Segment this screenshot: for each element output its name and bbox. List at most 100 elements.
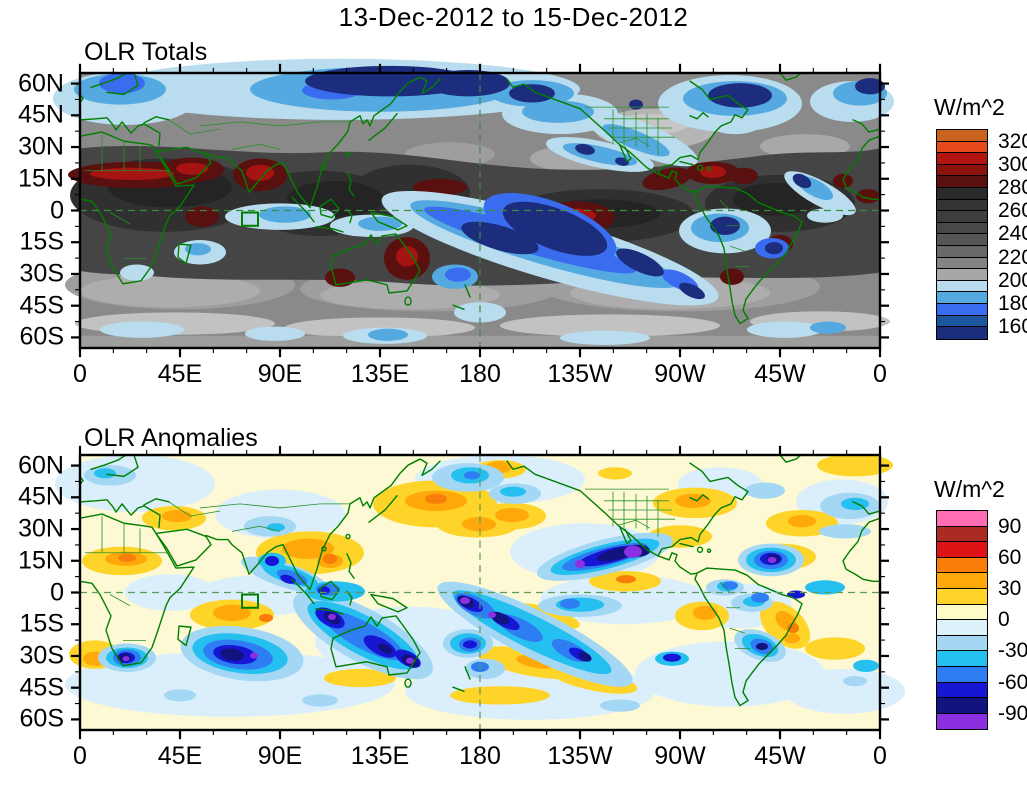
region-box [241, 211, 259, 227]
colorbar-segment [937, 257, 987, 270]
colorbar-tick-label: 160 [998, 315, 1027, 339]
panel-title-olr-anomalies: OLR Anomalies [84, 424, 258, 452]
colorbar-segment [937, 682, 987, 699]
x-tick-label: 0 [873, 360, 887, 388]
reference-lines [80, 73, 880, 348]
x-tick-label: 45E [157, 742, 203, 770]
colorbar-segment [937, 604, 987, 621]
colorbar-segment [937, 153, 987, 165]
page-title: 13-Dec-2012 to 15-Dec-2012 [338, 2, 689, 32]
y-tick-label: 15N [18, 546, 64, 575]
y-tick-label: 0 [50, 578, 64, 606]
colorbar-tick-label: -90 [998, 701, 1027, 725]
x-tick-label: 90W [654, 742, 706, 770]
olr-totals-map [53, 58, 894, 358]
x-tick-label: 45W [754, 742, 806, 770]
colorbar-tick-label: 240 [998, 222, 1027, 246]
colorbar-segment [937, 130, 987, 142]
colorbar-segment [937, 542, 987, 558]
colorbar-segment [937, 698, 987, 714]
colorbar-tick-label: 30 [998, 577, 1022, 600]
colorbar-segment [937, 315, 987, 328]
colorbar-segment [937, 620, 987, 636]
colorbar-tick-label: 280 [998, 176, 1027, 199]
reference-lines [80, 455, 880, 730]
colorbar-tick-label: 60 [998, 545, 1022, 569]
axis-ticks [71, 63, 889, 358]
colorbar-segment [937, 234, 987, 246]
colorbar-tick-label: -60 [998, 670, 1027, 694]
y-tick-label: 45S [19, 673, 64, 702]
colorbar-segment [937, 635, 987, 652]
y-tick-label: 60S [19, 322, 64, 351]
x-tick-label: 135E [350, 360, 410, 388]
y-tick-label: 45N [18, 100, 64, 129]
colorbar-segment [937, 269, 987, 281]
colorbar-tick-label: 260 [998, 199, 1027, 223]
colorbar-anomalies [936, 510, 988, 731]
y-tick-label: 15S [19, 227, 64, 256]
y-tick-label: 15S [19, 609, 64, 638]
y-tick-label: 45S [19, 291, 64, 320]
colorbar-tick-label: 300 [998, 152, 1027, 176]
colorbar-segment [937, 164, 987, 177]
y-tick-label: 0 [50, 196, 64, 224]
totals-field [53, 58, 894, 348]
y-tick-label: 60N [18, 451, 64, 480]
x-tick-label: 0 [73, 742, 87, 770]
colorbar-segment [937, 245, 987, 258]
colorbar-segment [937, 713, 987, 730]
colorbar-segment [937, 557, 987, 574]
colorbar-segment [937, 292, 987, 304]
colorbar-tick-label: 220 [998, 245, 1027, 269]
x-tick-label: 135W [547, 360, 613, 388]
y-tick-label: 45N [18, 482, 64, 511]
x-tick-label: 45E [157, 360, 203, 388]
x-tick-label: 45W [754, 360, 806, 388]
x-tick-label: 0 [73, 360, 87, 388]
x-tick-label: 180 [459, 360, 501, 388]
colorbar-tick-label: 320 [998, 129, 1027, 153]
y-tick-label: 30N [18, 514, 64, 543]
colorbar-tick-label: -30 [998, 639, 1027, 663]
colorbar-segment [937, 573, 987, 589]
x-tick-label: 135E [350, 742, 410, 770]
x-tick-label: 90E [257, 360, 303, 388]
colorbar-segment [937, 280, 987, 293]
axis-ticks [71, 445, 889, 740]
x-tick-label: 90W [654, 360, 706, 388]
y-tick-label: 30S [19, 259, 64, 288]
region-box [241, 593, 259, 609]
anomalies-field [55, 453, 905, 720]
colorbar-segment [937, 176, 987, 188]
colorbar-totals [936, 129, 988, 340]
y-tick-label: 60S [19, 704, 64, 733]
colorbar-segment [937, 511, 987, 527]
colorbar-segment [937, 222, 987, 235]
colorbar-segment [937, 187, 987, 200]
colorbar-tick-label: 180 [998, 292, 1027, 315]
colorbar-segment [937, 303, 987, 316]
panel-title-olr-totals: OLR Totals [84, 38, 208, 66]
x-tick-label: 135W [547, 742, 613, 770]
y-tick-label: 30N [18, 132, 64, 161]
colorbar-segment [937, 141, 987, 154]
colorbar-segment [937, 526, 987, 543]
x-tick-label: 90E [257, 742, 303, 770]
y-tick-label: 60N [18, 69, 64, 98]
colorbar-units-anomalies: W/m^2 [934, 476, 1005, 502]
colorbar-segment [937, 651, 987, 667]
colorbar-tick-label: 0 [998, 608, 1010, 632]
x-tick-label: 180 [459, 742, 501, 770]
y-tick-label: 30S [19, 641, 64, 670]
colorbar-segment [937, 199, 987, 212]
y-tick-label: 15N [18, 164, 64, 193]
olr-anomalies-map [55, 445, 905, 740]
colorbar-segment [937, 588, 987, 605]
colorbar-segment [937, 327, 987, 339]
colorbar-units-totals: W/m^2 [934, 94, 1005, 120]
x-tick-label: 0 [873, 742, 887, 770]
colorbar-segment [937, 211, 987, 223]
colorbar-tick-label: 200 [998, 268, 1027, 292]
